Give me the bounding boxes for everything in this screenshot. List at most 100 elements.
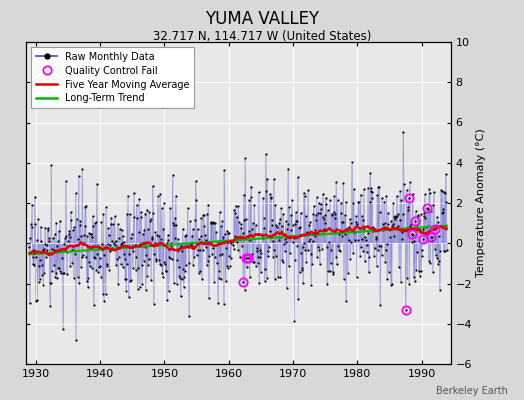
Point [154,193,162,200]
Point [390,232,399,239]
Point [259,215,268,221]
Point [87,231,95,237]
Point [33,297,41,304]
Text: YUMA VALLEY: YUMA VALLEY [205,10,319,28]
Point [305,222,313,228]
Point [180,284,188,290]
Point [117,261,125,267]
Point [191,178,200,184]
Point [255,280,264,286]
Point [442,170,450,177]
Point [335,248,344,254]
Point [242,216,250,222]
Point [375,243,383,249]
Point [48,268,57,274]
Point [78,166,86,172]
Point [144,262,152,268]
Point [104,225,112,231]
Point [113,256,121,262]
Point [266,194,275,200]
Point [89,212,97,219]
Point [323,244,331,251]
Point [92,266,101,273]
Point [171,193,180,200]
Point [144,226,152,232]
Point [438,188,446,194]
Point [441,248,449,254]
Point [306,236,314,242]
Point [83,233,92,240]
Point [384,220,392,227]
Point [190,254,199,261]
Point [183,243,191,250]
Point [266,191,274,198]
Point [178,248,186,254]
Point [159,274,167,280]
Point [429,202,438,208]
Point [110,240,118,246]
Point [311,212,320,218]
Point [275,220,283,226]
Point [297,250,305,256]
Point [326,197,334,203]
Point [250,259,258,265]
Point [313,210,322,216]
Point [303,246,312,253]
Point [182,232,191,238]
Point [327,246,335,253]
Point [347,239,355,246]
Point [70,224,79,230]
Point [119,264,127,270]
Point [119,239,128,245]
Point [330,209,338,215]
Point [318,206,326,212]
Point [396,217,404,224]
Point [235,219,243,225]
Point [214,300,222,306]
Point [265,228,274,234]
Point [220,301,228,307]
Point [122,288,130,294]
Point [235,234,244,240]
Point [276,216,284,222]
Point [261,266,269,272]
Point [135,196,144,202]
Point [186,218,194,224]
Point [216,252,224,258]
Point [435,257,444,264]
Point [400,181,408,187]
Point [170,215,179,221]
Point [287,226,296,233]
Point [176,275,184,281]
Point [45,235,53,241]
Point [57,269,65,276]
Point [25,244,34,250]
Point [326,260,335,266]
Point [194,247,202,253]
Point [125,210,134,217]
Point [377,243,385,249]
Point [431,246,439,252]
Point [376,209,384,216]
Point [112,238,120,244]
Point [344,270,352,276]
Point [96,274,105,280]
Point [218,218,226,224]
Point [265,244,273,250]
Point [346,215,354,222]
Point [174,264,183,270]
Point [411,218,420,224]
Point [355,199,363,205]
Point [359,248,367,254]
Point [268,222,276,229]
Point [147,234,156,240]
Point [436,248,445,254]
Point [142,252,150,258]
Point [284,166,292,172]
Point [162,240,171,246]
Point [280,240,288,247]
Point [342,199,350,206]
Point [264,248,272,254]
Point [100,252,108,258]
Point [75,279,83,286]
